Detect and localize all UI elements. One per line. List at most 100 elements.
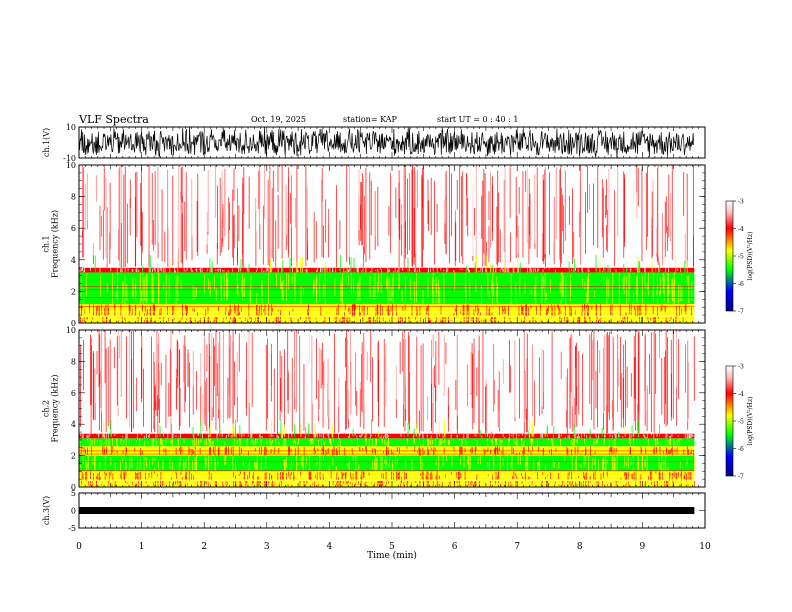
noise-streak [163,433,164,437]
noise-streak [359,435,361,438]
noise-streak [542,269,544,273]
noise-streak [504,305,506,314]
noise-streak [534,268,536,271]
emission-spike [474,432,476,437]
noise-streak [141,307,143,313]
noise-streak [159,267,161,271]
noise-streak [408,372,410,431]
noise-streak [179,457,181,467]
noise-streak [304,483,306,487]
noise-streak [104,434,105,439]
noise-streak [188,446,190,455]
noise-streak [673,471,675,478]
noise-streak [80,344,81,427]
noise-streak [527,457,529,471]
noise-streak [386,441,388,446]
noise-streak [564,316,566,322]
noise-streak [671,434,673,438]
noise-streak [373,482,375,487]
noise-streak [407,178,408,255]
white-streak [235,167,237,220]
noise-streak [189,362,190,428]
noise-streak [172,305,173,315]
white-streak [138,332,140,431]
noise-streak [668,174,670,238]
noise-streak [400,476,402,481]
white-streak [656,167,657,228]
noise-streak [559,169,561,260]
noise-streak [361,353,363,411]
noise-streak [570,482,572,487]
noise-streak [304,270,306,272]
white-streak [323,167,325,249]
noise-streak [573,232,575,258]
white-streak [591,332,593,421]
noise-streak [566,446,568,455]
noise-streak [414,268,416,273]
noise-streak [523,440,525,446]
noise-streak [156,474,158,477]
noise-streak [667,284,669,297]
white-streak [254,332,256,424]
noise-streak [100,439,102,446]
noise-streak [345,380,346,430]
noise-streak [516,433,518,439]
noise-streak [420,345,422,431]
noise-streak [560,434,562,437]
white-streak [469,332,471,385]
noise-streak [400,483,401,487]
noise-streak [160,362,162,386]
white-streak [262,332,264,394]
noise-streak [536,268,538,273]
noise-streak [511,455,513,471]
noise-streak [265,456,267,469]
noise-streak [183,267,185,272]
noise-streak [316,269,317,272]
noise-streak [608,335,610,413]
noise-streak [384,459,386,464]
noise-streak [597,340,598,428]
white-streak [416,167,418,267]
white-streak [408,167,410,220]
white-streak [617,167,619,249]
noise-streak [147,317,149,323]
noise-streak [501,267,503,272]
noise-streak [602,459,604,471]
noise-streak [525,304,527,317]
noise-streak [194,438,195,446]
white-streak [176,167,178,219]
noise-streak [377,311,379,314]
noise-streak [596,319,597,322]
noise-streak [355,455,357,472]
noise-streak [162,481,163,486]
noise-streak [103,166,105,211]
noise-streak [447,268,449,272]
noise-streak [632,473,634,480]
noise-streak [419,305,421,316]
emission-spike [323,267,325,273]
white-streak [556,332,558,415]
noise-streak [487,273,489,298]
noise-streak [256,438,258,444]
emission-spike [251,429,253,437]
white-streak [338,332,340,407]
white-streak [152,332,154,425]
white-streak [155,332,157,401]
noise-streak [315,450,316,454]
noise-streak [363,332,365,430]
noise-streak [406,438,408,445]
noise-streak [583,434,585,437]
noise-streak [430,177,432,235]
noise-streak [120,471,122,480]
noise-streak [563,205,565,254]
white-streak [124,332,126,431]
white-streak [148,332,150,405]
noise-streak [323,440,325,446]
noise-streak [330,471,332,479]
noise-streak [249,320,251,323]
noise-streak [541,483,543,486]
noise-streak [497,471,499,478]
noise-streak [492,474,494,480]
noise-streak [454,272,456,292]
